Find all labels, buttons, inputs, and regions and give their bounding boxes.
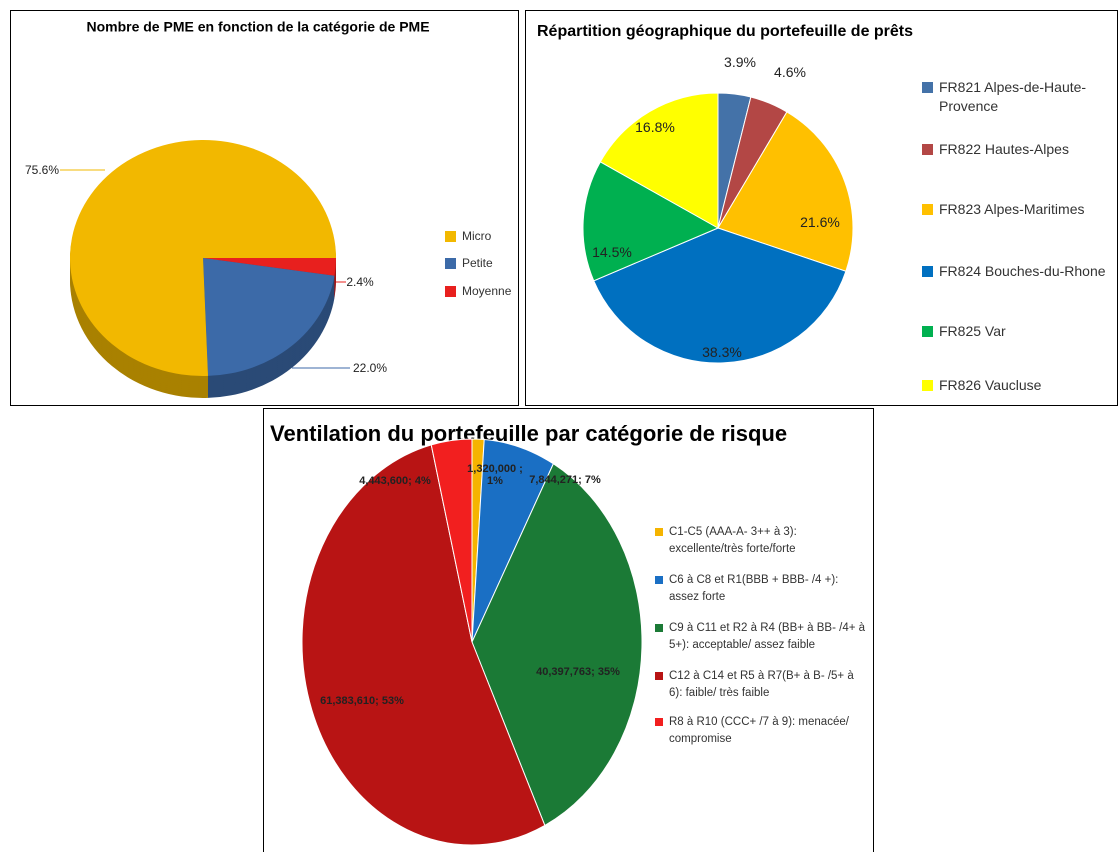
legend-swatch: [445, 231, 456, 242]
data-label: 2.4%: [346, 275, 374, 289]
legend-entry: C1-C5 (AAA-A- 3++ à 3): excellente/très …: [655, 524, 867, 557]
legend-swatch: [922, 82, 933, 93]
legend-entry: Moyenne: [445, 283, 515, 300]
data-label: 22.0%: [352, 361, 388, 375]
slice: [593, 227, 847, 364]
legend-entry: FR822 Hautes-Alpes: [922, 140, 1112, 159]
legend-label: FR824 Bouches-du-Rhone: [939, 263, 1106, 279]
slice: [717, 111, 854, 272]
legend-label: R8 à R10 (CCC+ /7 à 9): menacée/ comprom…: [669, 716, 849, 745]
data-label: 38.3%: [702, 344, 742, 360]
legend-label: Petite: [462, 256, 493, 270]
legend-entry: FR821 Alpes-de-Haute-Provence: [922, 78, 1112, 116]
data-label: 61,383,610; 53%: [320, 695, 404, 707]
legend-label: Moyenne: [462, 284, 512, 298]
legend-swatch: [922, 326, 933, 337]
legend-entry: C9 à C11 et R2 à R4 (BB+ à BB- /4+ à 5+)…: [655, 620, 867, 653]
legend-label: C9 à C11 et R2 à R4 (BB+ à BB- /4+ à 5+)…: [669, 622, 866, 651]
legend-swatch: [445, 286, 456, 297]
slice: [582, 161, 720, 282]
legend-label: FR825 Var: [939, 323, 1006, 339]
legend-label: FR826 Vaucluse: [939, 377, 1042, 393]
chart-title: Ventilation du portefeuille par catégori…: [270, 421, 787, 446]
data-label: 7,844,271; 7%: [529, 474, 601, 486]
legend-entry: FR824 Bouches-du-Rhone: [922, 262, 1112, 281]
panel-border: [10, 10, 519, 406]
legend-swatch: [655, 528, 663, 537]
legend-entry: FR823 Alpes-Maritimes: [922, 200, 1112, 219]
slice: [70, 139, 337, 376]
panel-border: [263, 408, 874, 852]
legend-label: FR822 Hautes-Alpes: [939, 141, 1069, 157]
data-label: 40,397,763; 35%: [536, 666, 620, 678]
legend-swatch: [655, 718, 663, 727]
data-label: 14.5%: [592, 244, 632, 260]
legend-swatch: [922, 380, 933, 391]
data-label: 75.6%: [24, 163, 60, 177]
legend-label: Micro: [462, 229, 492, 243]
legend-swatch: [655, 672, 663, 681]
legend-entry: C6 à C8 et R1(BBB + BBB- /4 +): assez fo…: [655, 572, 867, 605]
data-label: 4,443,600; 4%: [359, 475, 431, 487]
data-label: 4.6%: [774, 64, 806, 80]
chart-title: Nombre de PME en fonction de la catégori…: [86, 19, 429, 35]
legend-label: C6 à C8 et R1(BBB + BBB- /4 +): assez fo…: [669, 574, 839, 603]
chart-title: Répartition géographique du portefeuille…: [537, 23, 913, 40]
slice: [471, 463, 643, 827]
slice: [203, 258, 335, 376]
slice: [203, 258, 336, 276]
legend-swatch: [655, 624, 663, 633]
legend-label: C12 à C14 et R5 à R7(B+ à B- /5+ à 6): f…: [669, 670, 854, 699]
legend-swatch: [922, 266, 933, 277]
slice: [430, 438, 473, 643]
slice: [599, 92, 719, 229]
data-label: 21.6%: [800, 214, 840, 230]
panel-border: [525, 10, 1118, 406]
legend-entry: Petite: [445, 255, 515, 272]
legend-swatch: [922, 144, 933, 155]
slice: [301, 444, 546, 846]
legend-label: C1-C5 (AAA-A- 3++ à 3): excellente/très …: [669, 526, 797, 555]
legend-entry: Micro: [445, 228, 515, 245]
legend-entry: FR826 Vaucluse: [922, 376, 1112, 395]
legend-entry: FR825 Var: [922, 322, 1112, 341]
legend-label: FR821 Alpes-de-Haute-Provence: [939, 79, 1087, 114]
data-label: 1,320,000 ; 1%: [467, 463, 523, 487]
legend-swatch: [655, 576, 663, 585]
legend-label: FR823 Alpes-Maritimes: [939, 201, 1085, 217]
legend-swatch: [922, 204, 933, 215]
legend-entry: R8 à R10 (CCC+ /7 à 9): menacée/ comprom…: [655, 714, 867, 747]
legend-entry: C12 à C14 et R5 à R7(B+ à B- /5+ à 6): f…: [655, 668, 867, 701]
data-label: 16.8%: [635, 119, 675, 135]
data-label: 3.9%: [724, 54, 756, 70]
legend-swatch: [445, 258, 456, 269]
